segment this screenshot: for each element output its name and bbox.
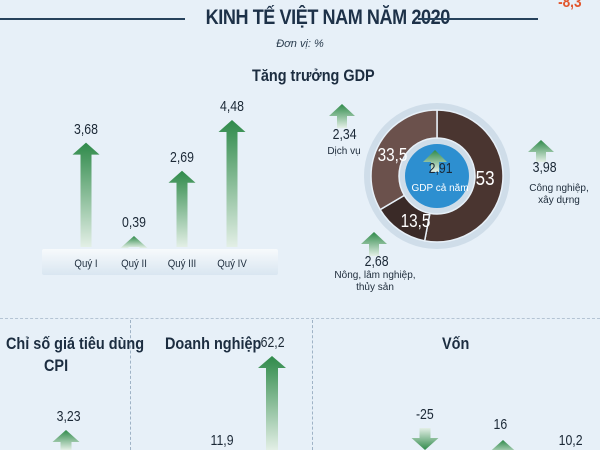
business-value-1: 62,2: [260, 334, 285, 351]
gdp-annual-arrow: [423, 150, 447, 172]
sector-agri-label-line1: Nông, lâm nghiệp,: [334, 270, 416, 281]
column-divider-2: [312, 320, 313, 450]
business-title: Doanh nghiệp: [165, 334, 262, 353]
cpi-value: 3,23: [56, 408, 81, 425]
sector-agri-label-line2: thủy sản: [356, 282, 394, 293]
sector-service-label: Dịch vụ: [327, 146, 361, 157]
quarter-value-3: 4,48: [220, 98, 244, 115]
cpi-title-line2: CPI: [44, 356, 69, 375]
gdp-section-title: Tăng trưởng GDP: [252, 66, 375, 85]
capital-value-3: 10,2: [558, 432, 583, 449]
donut-segment-2: [370, 109, 438, 211]
title-rule-left: [0, 18, 185, 20]
quarter-label-0: Quý I: [74, 258, 98, 270]
sector-industry-arrow: [528, 140, 554, 162]
corner-value: -8,3: [558, 0, 582, 11]
business-value-2: 11,9: [210, 432, 234, 449]
unit-label: Đơn vị: %: [276, 38, 324, 50]
column-divider-1: [130, 320, 131, 450]
sector-industry-label-line1: Công nghiệp,: [529, 183, 589, 194]
sector-industry-value: 3,98: [532, 159, 557, 176]
sector-service-value: 2,34: [332, 126, 357, 143]
quarter-value-1: 0,39: [122, 213, 146, 231]
donut-segment-0: [423, 109, 504, 243]
quarter-value-2: 2,69: [170, 148, 194, 166]
gdp-quarter-arrow-1: [120, 235, 148, 248]
sector-agri-value: 2,68: [364, 253, 389, 270]
donut-center-circle: [405, 144, 469, 208]
quarter-label-3: Quý IV: [217, 258, 247, 270]
capital-title: Vốn: [442, 334, 470, 353]
quarter-label-2: Quý III: [167, 258, 197, 270]
gdp-quarter-arrow-2: [168, 170, 196, 247]
section-divider: [0, 318, 600, 319]
quarter-value-0: 3,68: [74, 120, 98, 138]
gdp-annual-value: 2,91: [428, 160, 453, 177]
capital-arrow-1: [411, 428, 439, 450]
gdp-quarter-arrow-0: [72, 142, 100, 247]
capital-value-2: 16: [493, 416, 508, 433]
page-title: KINH TẾ VIỆT NAM NĂM 2020: [205, 6, 451, 29]
donut-label-1: 13,5: [400, 211, 431, 231]
sector-agri-label: Nông, lâm nghiệp, thủy sản: [322, 270, 428, 294]
donut-label-2: 33,5: [377, 145, 408, 165]
sector-service-arrow: [329, 104, 355, 128]
quarter-baseline: [42, 249, 278, 275]
business-arrow-1: [258, 356, 286, 450]
sector-industry-label: Công nghiệp, xây dựng: [516, 183, 600, 207]
cpi-title-line1: Chỉ số giá tiêu dùng: [6, 334, 145, 353]
quarter-label-1: Quý II: [121, 258, 147, 270]
sector-agri-arrow: [361, 232, 387, 256]
title-rule-right: [418, 18, 538, 20]
cpi-arrow: [52, 430, 80, 450]
gdp-quarter-arrow-3: [218, 120, 246, 247]
header-bar: KINH TẾ VIỆT NAM NĂM 2020: [0, 4, 600, 32]
donut-label-0: 53: [475, 168, 495, 190]
gdp-annual-label: GDP cả năm: [411, 183, 469, 194]
capital-arrow-2: [491, 440, 515, 450]
sector-industry-label-line2: xây dựng: [538, 195, 580, 206]
capital-value-1: -25: [415, 406, 434, 423]
